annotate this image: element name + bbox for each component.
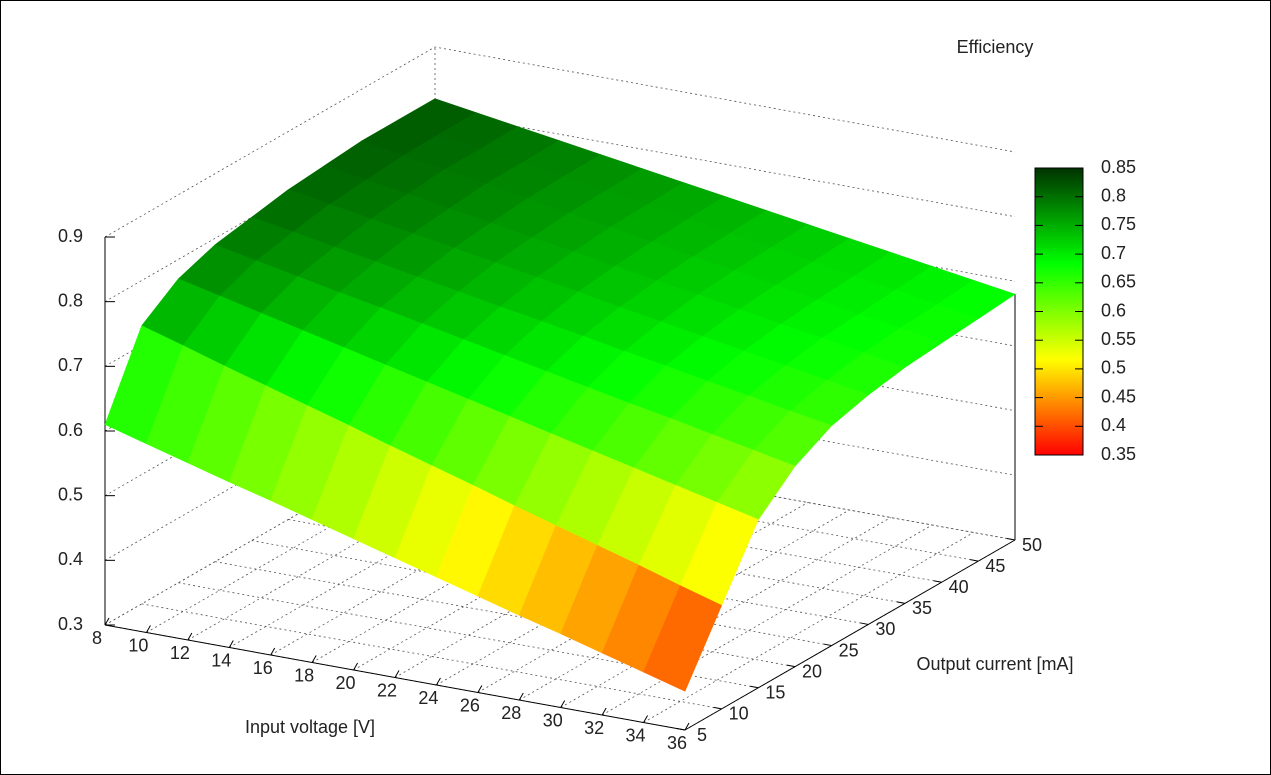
colorbar-tick-label: 0.35 (1101, 444, 1136, 464)
x-tick-label: 32 (584, 718, 604, 738)
grid-line (361, 476, 942, 583)
colorbar-tick-label: 0.6 (1101, 300, 1126, 320)
x-tick (684, 722, 690, 731)
grid-line (141, 603, 722, 710)
x-tick-label: 20 (336, 673, 356, 693)
y-tick (676, 728, 686, 731)
z-tick-label: 0.4 (58, 549, 83, 569)
y-tick-label: 30 (875, 619, 895, 639)
grid-line (398, 455, 979, 562)
grid-line (560, 517, 891, 708)
x-tick-label: 30 (543, 710, 563, 730)
x-tick-label: 28 (501, 703, 521, 723)
colorbar-tick-label: 0.4 (1101, 415, 1126, 435)
x-tick (270, 647, 276, 656)
x-tick (311, 655, 317, 663)
colorbar-tick-label: 0.55 (1101, 329, 1136, 349)
y-tick-label: 15 (765, 683, 785, 703)
y-tick (896, 601, 906, 604)
y-tick (786, 664, 796, 668)
grid-line (324, 497, 906, 604)
y-tick-label: 5 (697, 725, 707, 745)
colorbar-tick-label: 0.5 (1101, 358, 1126, 378)
colorbar-tick-label: 0.45 (1101, 386, 1136, 406)
x-tick (601, 707, 607, 716)
y-tick (970, 559, 979, 562)
grid-line (251, 540, 832, 646)
colorbar-tick-label: 0.8 (1101, 185, 1126, 205)
y-tick (823, 643, 832, 647)
x-tick (228, 640, 234, 648)
x-tick (643, 715, 649, 723)
x-tick-label: 18 (294, 665, 314, 685)
z-tick-label: 0.7 (58, 355, 83, 375)
z-tick-label: 0.6 (58, 420, 83, 440)
y-tick-label: 35 (912, 598, 932, 618)
colorbar-tick-label: 0.75 (1101, 214, 1136, 234)
z-tick-label: 0.3 (58, 614, 83, 634)
x-tick (353, 662, 359, 671)
x-tick (145, 625, 151, 633)
x-tick-label: 22 (377, 680, 397, 700)
grid-line (643, 532, 974, 723)
x-tick-label: 24 (418, 688, 438, 708)
y-tick (860, 622, 869, 625)
grid-line (601, 524, 933, 716)
y-tick-label: 25 (839, 640, 859, 660)
x-tick (477, 685, 483, 693)
x-tick (104, 617, 110, 626)
x-tick-label: 36 (667, 733, 687, 753)
x-tick (394, 670, 400, 678)
y-tick-label: 20 (802, 661, 822, 681)
x-tick-label: 26 (460, 695, 480, 715)
y-tick-label: 10 (729, 704, 749, 724)
x-tick-label: 14 (211, 650, 231, 670)
y-tick-label: 50 (1022, 535, 1042, 555)
y-tick (1006, 538, 1016, 541)
x-axis-label: Input voltage [V] (245, 717, 375, 737)
x-tick (518, 692, 524, 701)
x-tick-label: 34 (626, 725, 646, 745)
y-tick (750, 685, 759, 689)
y-axis (684, 539, 1016, 731)
x-tick (187, 632, 193, 641)
grid-line (187, 449, 519, 641)
z-tick-label: 0.8 (58, 290, 83, 310)
colorbar-tick-label: 0.7 (1101, 243, 1126, 263)
y-tick (713, 706, 722, 710)
grid-line (288, 519, 869, 625)
y-tick-label: 45 (985, 556, 1005, 576)
grid-line (104, 46, 1016, 238)
grid-line (146, 442, 477, 633)
z-tick-label: 0.5 (58, 484, 83, 504)
chart-title: Efficiency (957, 37, 1034, 57)
x-tick-label: 16 (253, 658, 273, 678)
x-tick-label: 12 (170, 643, 190, 663)
colorbar-tick-label: 0.85 (1101, 157, 1136, 177)
x-tick-label: 10 (128, 635, 148, 655)
colorbar-tick-label: 0.65 (1101, 272, 1136, 292)
surface-patch (643, 585, 723, 692)
x-tick (560, 700, 566, 708)
y-axis-label: Output current [mA] (916, 654, 1073, 674)
y-tick-label: 40 (949, 577, 969, 597)
y-tick (933, 580, 942, 583)
x-tick (435, 677, 441, 686)
z-tick-label: 0.9 (58, 226, 83, 246)
x-tick-label: 8 (92, 628, 102, 648)
